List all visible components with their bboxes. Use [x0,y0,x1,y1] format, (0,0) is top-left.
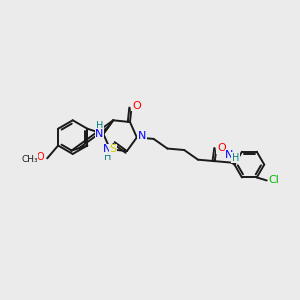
Text: H: H [96,121,103,131]
Text: S: S [109,144,116,154]
Text: N: N [225,150,234,160]
Text: O: O [217,143,226,153]
Text: O: O [132,101,141,111]
Text: H: H [232,153,239,163]
Text: N: N [138,131,146,141]
Text: CH₃: CH₃ [21,155,38,164]
Text: O: O [36,152,44,162]
Text: Cl: Cl [268,176,279,185]
Text: N: N [95,129,103,139]
Text: H: H [103,152,111,162]
Text: N: N [103,144,111,154]
